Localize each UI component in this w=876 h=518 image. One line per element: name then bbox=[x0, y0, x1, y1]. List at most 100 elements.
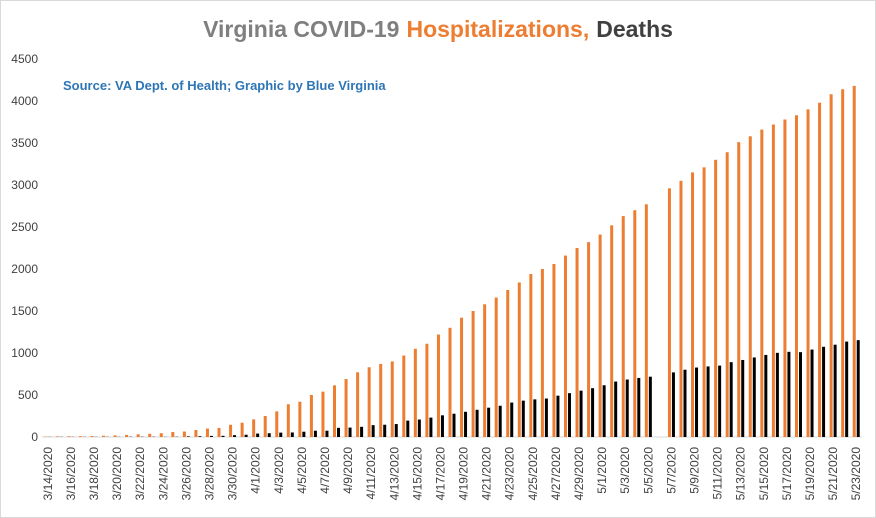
bar bbox=[198, 436, 202, 437]
bar bbox=[517, 282, 521, 437]
bar bbox=[498, 405, 502, 437]
bar bbox=[718, 365, 722, 437]
bar bbox=[521, 400, 525, 437]
bar bbox=[413, 348, 417, 437]
bar bbox=[575, 248, 579, 437]
bar bbox=[748, 136, 752, 437]
bar bbox=[325, 430, 329, 437]
bar bbox=[483, 304, 487, 437]
x-tick-label: 3/16/2020 bbox=[64, 447, 78, 501]
bar bbox=[302, 431, 306, 437]
bar bbox=[806, 109, 810, 438]
bar bbox=[752, 357, 756, 437]
bar bbox=[648, 376, 652, 437]
y-tick-label: 3500 bbox=[11, 136, 38, 150]
title-part: Hospitalizations, bbox=[406, 16, 589, 42]
bar bbox=[171, 432, 175, 437]
bar bbox=[667, 188, 671, 437]
bar bbox=[602, 385, 606, 437]
bar bbox=[695, 367, 699, 437]
y-tick-label: 2500 bbox=[11, 220, 38, 234]
bar bbox=[679, 180, 683, 438]
bar bbox=[810, 349, 814, 437]
x-tick-label: 3/20/2020 bbox=[110, 447, 124, 501]
bar bbox=[764, 354, 768, 437]
x-tick-label: 5/17/2020 bbox=[780, 447, 794, 501]
x-tick-label: 4/29/2020 bbox=[572, 447, 586, 501]
annotation: Source: VA Dept. of Health; Graphic by B… bbox=[63, 78, 386, 93]
bar bbox=[425, 343, 429, 437]
x-tick-label: 4/3/2020 bbox=[272, 447, 286, 494]
x-tick-label: 5/23/2020 bbox=[849, 447, 863, 501]
x-tick-label: 5/15/2020 bbox=[757, 447, 771, 501]
bar bbox=[406, 420, 410, 437]
y-tick-label: 1000 bbox=[11, 346, 38, 360]
bar bbox=[256, 433, 260, 437]
bar bbox=[194, 430, 198, 437]
bar bbox=[529, 274, 533, 437]
x-tick-label: 3/30/2020 bbox=[226, 447, 240, 501]
bar bbox=[852, 85, 856, 437]
y-tick-label: 500 bbox=[18, 388, 38, 402]
bar bbox=[567, 393, 571, 437]
x-tick-label: 4/7/2020 bbox=[318, 447, 332, 494]
chart-title: Virginia COVID-19 Hospitalizations, Deaths bbox=[203, 16, 673, 42]
bar bbox=[313, 430, 317, 437]
title-part: Virginia COVID-19 bbox=[203, 16, 399, 42]
bar bbox=[760, 129, 764, 437]
x-tick-label: 5/21/2020 bbox=[826, 447, 840, 501]
bar bbox=[556, 395, 560, 437]
bar bbox=[448, 327, 452, 437]
x-tick-label: 3/24/2020 bbox=[156, 447, 170, 501]
x-tick-label: 4/5/2020 bbox=[295, 447, 309, 494]
bar bbox=[471, 311, 475, 437]
bar bbox=[691, 172, 695, 437]
bar bbox=[55, 436, 59, 437]
x-tick-label: 5/7/2020 bbox=[664, 447, 678, 494]
bar bbox=[182, 431, 186, 437]
bar bbox=[706, 366, 710, 437]
bar bbox=[702, 167, 706, 438]
bar bbox=[159, 433, 163, 437]
bar bbox=[833, 344, 837, 437]
bar bbox=[725, 152, 729, 438]
bar bbox=[729, 362, 733, 437]
bar bbox=[221, 435, 225, 437]
bar bbox=[598, 234, 602, 437]
bar bbox=[487, 407, 491, 437]
bar bbox=[845, 341, 849, 437]
bar bbox=[633, 210, 637, 437]
bar bbox=[102, 435, 106, 437]
x-tick-label: 5/3/2020 bbox=[618, 447, 632, 494]
y-tick-label: 1500 bbox=[11, 304, 38, 318]
bar bbox=[621, 216, 625, 437]
bar bbox=[671, 372, 675, 437]
x-tick-label: 4/23/2020 bbox=[503, 447, 517, 501]
bar bbox=[402, 355, 406, 437]
bar bbox=[544, 398, 548, 437]
bar bbox=[625, 379, 629, 437]
bar bbox=[741, 359, 745, 437]
x-tick-label: 3/22/2020 bbox=[133, 447, 147, 501]
y-tick-label: 0 bbox=[31, 430, 38, 444]
x-tick-label: 4/27/2020 bbox=[549, 447, 563, 501]
x-tick-label: 4/21/2020 bbox=[480, 447, 494, 501]
bar bbox=[279, 432, 283, 437]
bar bbox=[390, 361, 394, 437]
y-tick-label: 3000 bbox=[11, 178, 38, 192]
bar bbox=[263, 416, 267, 437]
bar bbox=[822, 346, 826, 437]
bar bbox=[113, 435, 117, 437]
x-tick-label: 4/1/2020 bbox=[249, 447, 263, 494]
bar bbox=[540, 269, 544, 437]
bar bbox=[683, 369, 687, 437]
bar bbox=[818, 102, 822, 438]
bar bbox=[90, 435, 94, 437]
bar bbox=[610, 225, 614, 437]
bar bbox=[333, 385, 337, 437]
bar bbox=[67, 436, 71, 437]
bar bbox=[494, 297, 498, 437]
bar bbox=[275, 411, 279, 437]
bar bbox=[775, 352, 779, 437]
bar bbox=[394, 424, 398, 437]
